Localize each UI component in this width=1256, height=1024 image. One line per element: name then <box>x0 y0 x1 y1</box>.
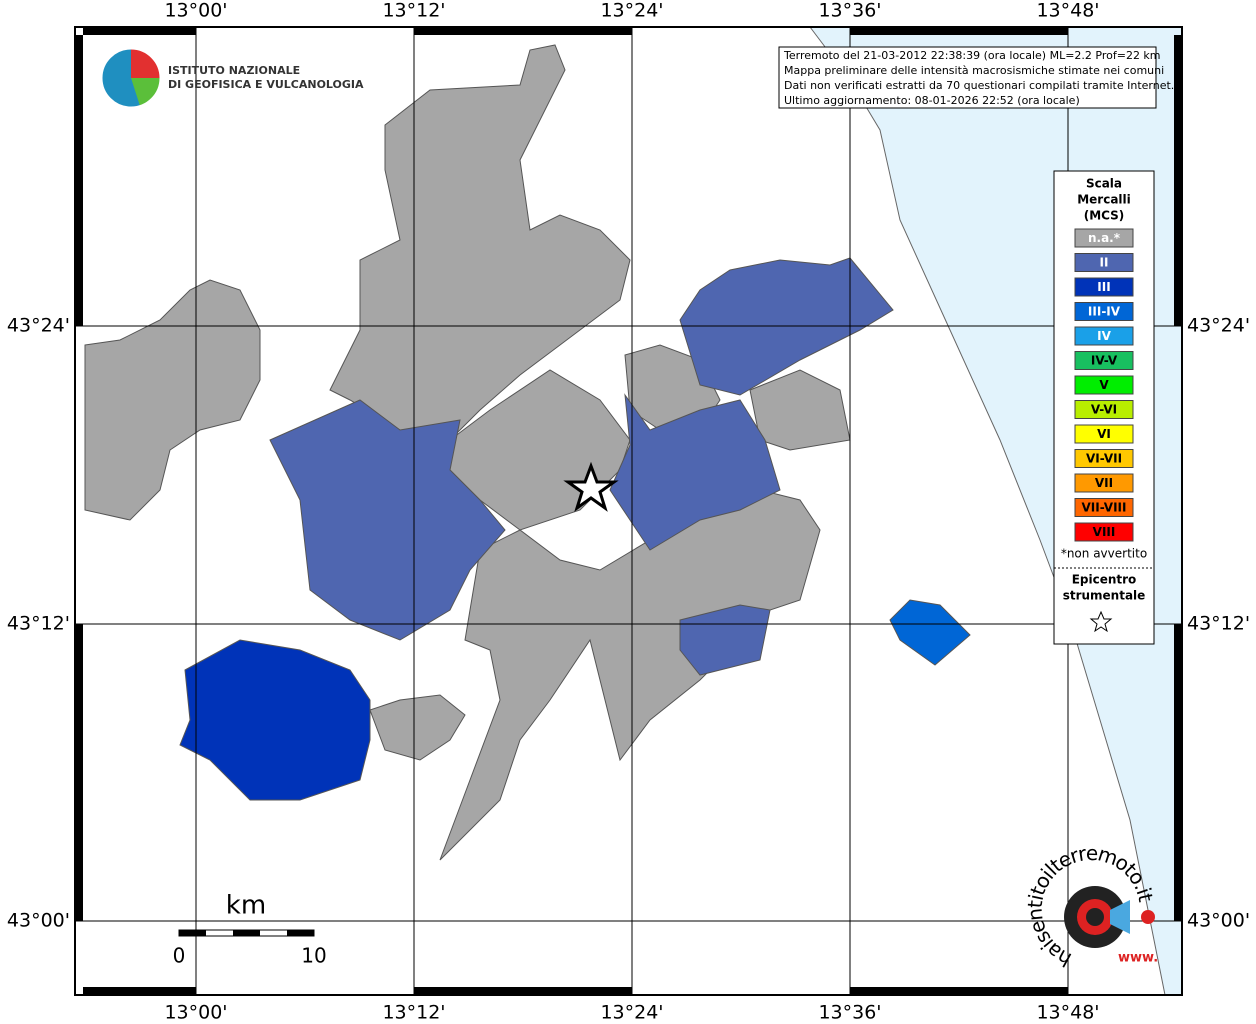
municipality <box>179 639 371 801</box>
scale-label: 0 <box>173 944 186 968</box>
scale-bar: km 0 10 <box>173 891 327 968</box>
legend-label: V <box>1099 378 1109 392</box>
lon-label: 13°00' <box>164 1002 227 1024</box>
scale-unit: km <box>226 891 266 921</box>
legend: Scala Mercalli (MCS) *non avvertito Epic… <box>1053 170 1155 645</box>
municipality <box>369 694 466 761</box>
municipality <box>439 489 821 861</box>
info-box: Terremoto del 21-03-2012 22:38:39 (ora l… <box>778 46 1174 109</box>
legend-swatch <box>1074 326 1134 346</box>
legend-swatch <box>1074 400 1134 419</box>
municipality <box>889 599 971 666</box>
legend-label: V-VI <box>1091 403 1117 417</box>
legend-label: VI-VII <box>1086 452 1122 466</box>
legend-label: n.a.* <box>1088 231 1121 245</box>
axis-labels: 13°00' 13°12' 13°24' 13°36' 13°48' 13°00… <box>7 0 1250 1024</box>
lat-label: 43°12' <box>7 613 70 635</box>
legend-label: II <box>1100 256 1109 270</box>
legend-label: IV <box>1097 329 1111 343</box>
legend-star <box>1089 610 1113 633</box>
lat-label: 43°12' <box>1187 613 1250 635</box>
info-line: Dati non verificati estratti da 70 quest… <box>784 79 1174 92</box>
lon-label: 13°36' <box>818 1002 881 1024</box>
lat-label: 43°00' <box>1187 910 1250 932</box>
lon-label: 13°36' <box>818 0 881 22</box>
legend-swatch <box>1074 277 1134 297</box>
legend-swatch <box>1074 302 1134 321</box>
logo-text: ISTITUTO NAZIONALE <box>168 64 300 77</box>
lat-label: 43°00' <box>7 910 70 932</box>
lat-label: 43°24' <box>7 315 70 337</box>
legend-label: III <box>1097 280 1110 294</box>
legend-label: III-IV <box>1088 305 1121 319</box>
legend-label: IV-V <box>1091 354 1118 368</box>
lon-label: 13°00' <box>164 0 227 22</box>
lon-label: 13°24' <box>600 0 663 22</box>
legend-label: VIII <box>1093 525 1116 539</box>
lon-label: 13°48' <box>1036 0 1099 22</box>
lon-label: 13°12' <box>382 0 445 22</box>
legend-epicenter: Epicentro <box>1072 573 1137 587</box>
legend-swatch <box>1074 522 1134 542</box>
legend-label: VI <box>1097 427 1111 441</box>
site-logo-prefix: www. <box>1118 951 1158 966</box>
legend-swatch <box>1074 253 1134 272</box>
logo-text: DI GEOFISICA E VULCANOLOGIA <box>168 78 364 91</box>
municipality <box>329 44 631 441</box>
legend-epicenter: strumentale <box>1063 589 1146 603</box>
municipality <box>269 399 506 641</box>
info-line: Mappa preliminare delle intensità macros… <box>784 64 1164 77</box>
legend-label: VII-VIII <box>1081 501 1126 515</box>
lat-label: 43°24' <box>1187 315 1250 337</box>
legend-swatch <box>1074 228 1134 248</box>
legend-swatch <box>1074 473 1134 493</box>
legend-note: *non avvertito <box>1061 547 1147 561</box>
legend-swatch <box>1074 498 1134 517</box>
frame <box>74 26 1183 996</box>
epicenter-star <box>563 461 619 512</box>
lon-label: 13°24' <box>600 1002 663 1024</box>
legend-swatch <box>1074 375 1134 395</box>
ingv-logo: ISTITUTO NAZIONALE DI GEOFISICA E VULCAN… <box>101 48 364 108</box>
lon-label: 13°48' <box>1036 1002 1099 1024</box>
lon-label: 13°12' <box>382 1002 445 1024</box>
legend-title: (MCS) <box>1084 209 1125 223</box>
legend-label: VII <box>1095 476 1113 490</box>
municipality <box>84 279 261 521</box>
scale-label: 10 <box>301 944 326 968</box>
legend-swatch <box>1074 351 1134 370</box>
legend-title: Mercalli <box>1077 193 1131 207</box>
info-line: Ultimo aggiornamento: 08-01-2026 22:52 (… <box>784 94 1080 107</box>
municipality <box>679 604 771 676</box>
info-line: Terremoto del 21-03-2012 22:38:39 (ora l… <box>783 49 1161 62</box>
legend-swatch <box>1074 424 1134 444</box>
legend-title: Scala <box>1086 177 1122 191</box>
legend-swatch <box>1074 449 1134 468</box>
